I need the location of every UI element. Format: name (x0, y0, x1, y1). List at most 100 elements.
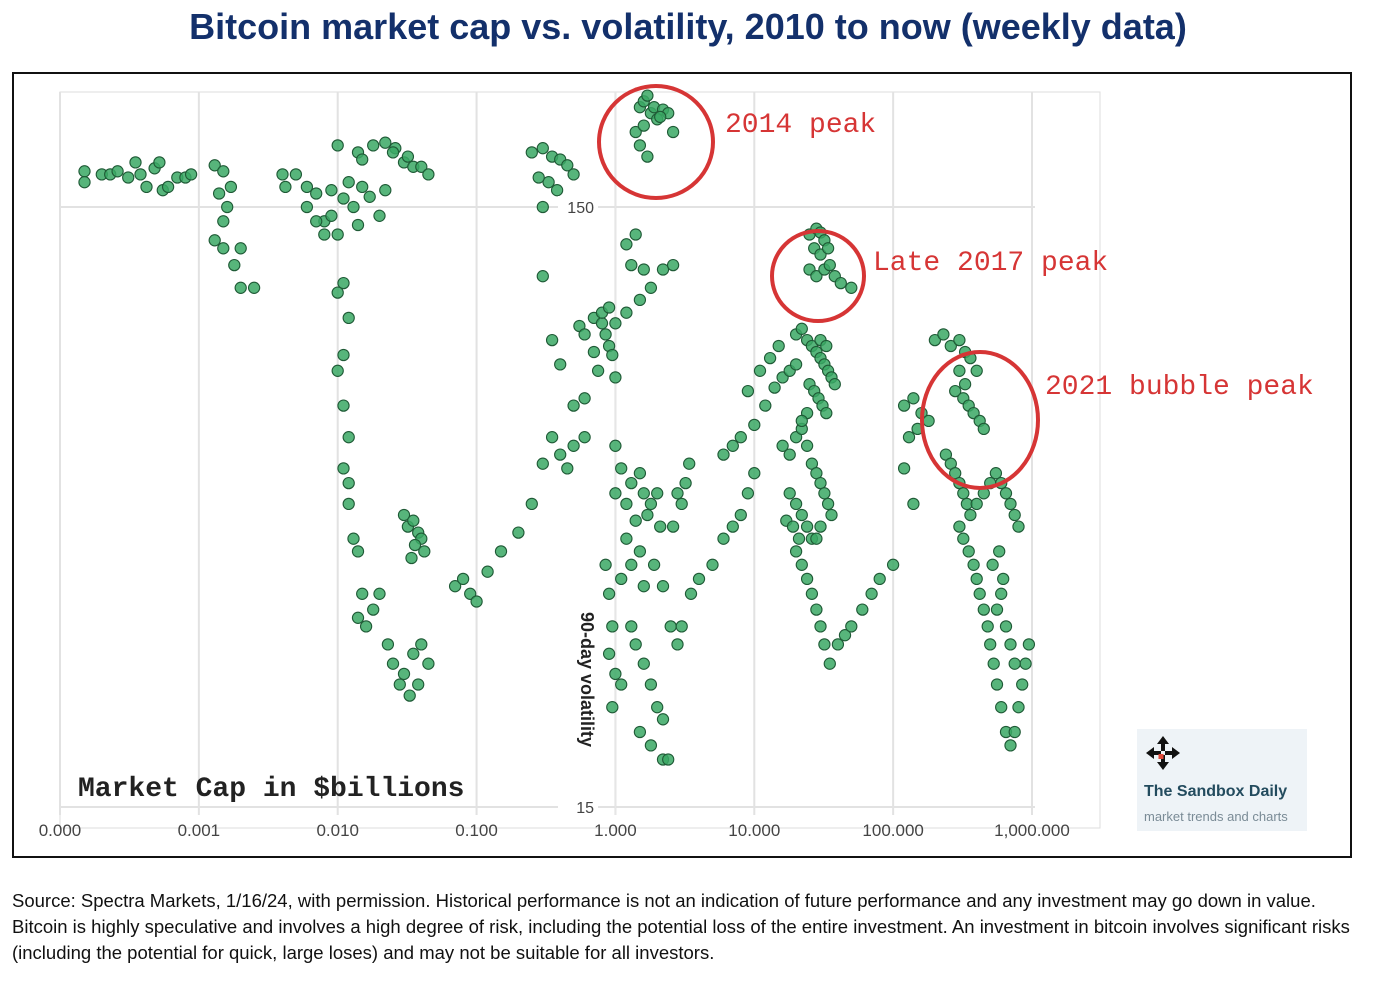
data-point (656, 713, 670, 726)
data-point (234, 242, 247, 255)
data-point (403, 689, 416, 702)
data-point (386, 657, 400, 670)
data-point (644, 281, 658, 294)
annotation-circle (920, 350, 1040, 490)
data-point (977, 603, 990, 616)
data-point (337, 399, 350, 412)
data-point (814, 620, 827, 633)
data-point (554, 448, 567, 461)
data-point (407, 647, 420, 660)
x-tick-label: 0.000 (39, 821, 82, 840)
x-tick-label: 1,000.000 (994, 821, 1070, 840)
data-point (550, 184, 564, 197)
data-point (633, 293, 647, 307)
data-point (620, 532, 633, 545)
data-point (768, 381, 781, 394)
data-point (753, 364, 767, 377)
data-point (958, 378, 972, 391)
data-point (331, 286, 344, 299)
data-point (984, 638, 997, 651)
data-point (644, 739, 658, 752)
data-point (845, 281, 858, 294)
data-point (684, 587, 698, 600)
data-point (907, 392, 920, 405)
data-point (664, 620, 677, 633)
data-point (418, 545, 431, 558)
data-point (609, 317, 622, 330)
data-point (726, 439, 739, 452)
data-point (964, 508, 977, 522)
data-point (512, 526, 525, 539)
data-point (381, 638, 395, 651)
data-point (949, 384, 962, 398)
data-point (928, 333, 942, 347)
sandbox-daily-logo: The Sandbox Daily market trends and char… (1137, 729, 1307, 831)
data-point (1022, 638, 1036, 651)
data-point (347, 532, 360, 545)
data-point (937, 328, 950, 341)
data-point (625, 258, 638, 272)
data-point (247, 281, 261, 294)
data-point (331, 139, 344, 152)
y-tick-label: 15 (576, 800, 594, 817)
data-point (995, 701, 1008, 714)
data-point (776, 439, 789, 452)
data-point (615, 572, 628, 586)
data-point (789, 431, 803, 444)
data-point (606, 701, 619, 714)
annotation-2021-bubble-peak: 2021 bubble peak (1045, 372, 1314, 403)
data-point (990, 678, 1004, 691)
data-point (957, 487, 970, 500)
data-point (342, 176, 355, 189)
data-point (1008, 508, 1021, 522)
data-point (325, 184, 338, 197)
data-point (831, 638, 845, 651)
data-point (783, 448, 796, 461)
data-point (525, 146, 538, 159)
data-point (401, 150, 415, 163)
data-point (805, 587, 819, 600)
data-point (212, 187, 226, 200)
data-point (122, 171, 135, 184)
data-point (651, 701, 664, 714)
data-points (78, 89, 1036, 766)
data-point (995, 587, 1008, 600)
data-point (953, 364, 966, 377)
data-point (1012, 520, 1025, 533)
logo-tagline: market trends and charts (1144, 809, 1288, 824)
data-point (325, 209, 338, 222)
data-point (331, 228, 344, 241)
data-point (602, 587, 616, 600)
data-point (897, 399, 911, 412)
data-point (734, 431, 747, 444)
data-point (536, 270, 549, 283)
data-point (800, 520, 814, 533)
data-point (962, 545, 975, 558)
data-point (970, 572, 983, 586)
data-point (184, 168, 198, 181)
data-point (289, 168, 303, 181)
data-point (907, 497, 920, 511)
data-point (78, 165, 91, 178)
data-point (1008, 725, 1021, 739)
data-point (318, 228, 331, 241)
data-point (706, 558, 719, 571)
data-point (814, 520, 827, 533)
data-point (356, 153, 369, 166)
data-point (810, 270, 823, 283)
data-point (337, 276, 350, 290)
data-point (422, 168, 435, 181)
data-point (1012, 701, 1025, 714)
data-point (609, 439, 622, 452)
data-point (981, 620, 994, 633)
data-point (379, 136, 392, 149)
data-point (641, 150, 654, 163)
data-point (717, 532, 730, 545)
data-point (656, 580, 670, 593)
data-point (675, 497, 688, 511)
data-point (337, 192, 350, 205)
data-point (834, 276, 847, 290)
data-point (977, 422, 990, 436)
data-point (629, 638, 642, 651)
data-point (494, 545, 508, 558)
